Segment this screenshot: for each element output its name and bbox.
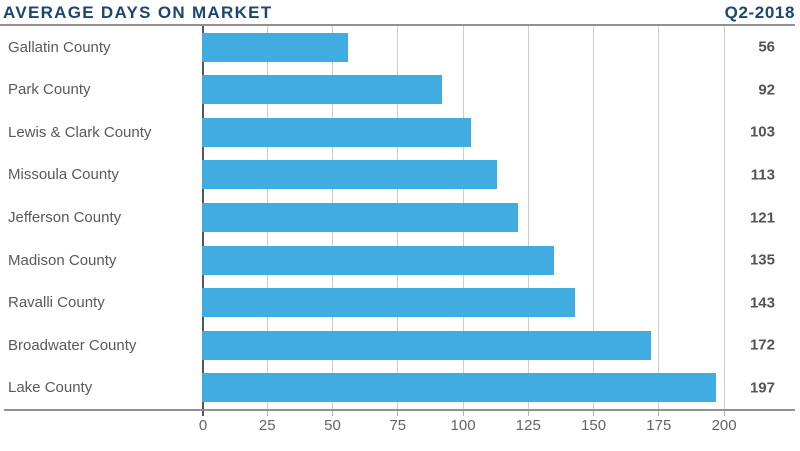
period-label: Q2-2018 bbox=[724, 2, 795, 22]
tick-mark bbox=[723, 411, 725, 416]
header-divider bbox=[0, 24, 795, 26]
category-label: Ravalli County bbox=[8, 294, 105, 312]
value-label: 103 bbox=[749, 123, 775, 141]
bar bbox=[202, 75, 443, 105]
tick-mark bbox=[332, 411, 334, 416]
bar bbox=[202, 117, 471, 147]
chart-row: Lake County 197 bbox=[0, 367, 800, 410]
category-label: Lake County bbox=[8, 379, 93, 397]
chart-row: Ravalli County 143 bbox=[0, 281, 800, 324]
value-label: 172 bbox=[749, 336, 775, 354]
bar-track bbox=[202, 288, 793, 318]
gridline bbox=[723, 26, 725, 409]
gridline bbox=[593, 26, 595, 409]
bar-track bbox=[202, 32, 793, 62]
x-tick-label: 50 bbox=[324, 417, 341, 434]
bar bbox=[202, 245, 555, 275]
bar bbox=[202, 330, 651, 360]
x-tick-label: 75 bbox=[389, 417, 407, 434]
x-tick-label: 25 bbox=[258, 417, 276, 434]
bar bbox=[202, 203, 518, 233]
chart-row: Lewis & Clark County 103 bbox=[0, 111, 800, 154]
x-tick-label: 100 bbox=[450, 417, 476, 434]
tick-mark bbox=[527, 411, 529, 416]
chart-header: AVERAGE DAYS ON MARKET Q2-2018 bbox=[0, 0, 800, 25]
bar bbox=[202, 160, 497, 190]
category-label: Jefferson County bbox=[8, 209, 122, 227]
value-label: 143 bbox=[749, 294, 775, 312]
chart-row: Madison County 135 bbox=[0, 239, 800, 282]
tick-mark bbox=[593, 411, 595, 416]
chart-row: Missoula County 113 bbox=[0, 154, 800, 197]
bar-track bbox=[202, 373, 793, 403]
bar bbox=[202, 373, 717, 403]
bar bbox=[202, 288, 576, 318]
bar-track bbox=[202, 245, 793, 275]
category-label: Park County bbox=[8, 81, 91, 99]
value-label: 197 bbox=[749, 379, 775, 397]
value-label: 113 bbox=[750, 166, 775, 184]
x-tick-label: 150 bbox=[581, 417, 607, 434]
category-label: Broadwater County bbox=[8, 336, 137, 354]
x-tick-label: 175 bbox=[646, 417, 672, 434]
bar-track bbox=[202, 160, 793, 190]
gridline bbox=[527, 26, 529, 409]
chart-row: Gallatin County 56 bbox=[0, 26, 800, 69]
tick-mark bbox=[202, 411, 204, 416]
tick-mark bbox=[397, 411, 399, 416]
value-label: 121 bbox=[749, 209, 775, 227]
chart-row: Broadwater County 172 bbox=[0, 324, 800, 367]
chart-title: AVERAGE DAYS ON MARKET bbox=[3, 2, 273, 22]
x-tick-label: 0 bbox=[198, 417, 208, 434]
bar-track bbox=[202, 330, 793, 360]
bar-track bbox=[202, 117, 793, 147]
value-label: 56 bbox=[758, 38, 775, 56]
chart-rows: Gallatin County 56 Park County 92 Lewis & Cl… bbox=[0, 26, 800, 409]
x-tick-label: 125 bbox=[515, 417, 541, 434]
x-axis-line bbox=[4, 409, 795, 411]
category-label: Madison County bbox=[8, 251, 117, 269]
category-label: Gallatin County bbox=[8, 38, 111, 56]
value-label: 92 bbox=[758, 81, 775, 99]
tick-mark bbox=[266, 411, 268, 416]
category-label: Missoula County bbox=[8, 166, 119, 184]
tick-mark bbox=[658, 411, 660, 416]
chart-row: Park County 92 bbox=[0, 69, 800, 112]
bar-track bbox=[202, 75, 793, 105]
bar bbox=[202, 32, 349, 62]
value-label: 135 bbox=[749, 251, 775, 269]
gridline bbox=[658, 26, 660, 409]
chart-row: Jefferson County 121 bbox=[0, 196, 800, 239]
bar-track bbox=[202, 203, 793, 233]
x-tick-label: 200 bbox=[711, 417, 737, 434]
tick-mark bbox=[462, 411, 464, 416]
category-label: Lewis & Clark County bbox=[8, 123, 152, 141]
